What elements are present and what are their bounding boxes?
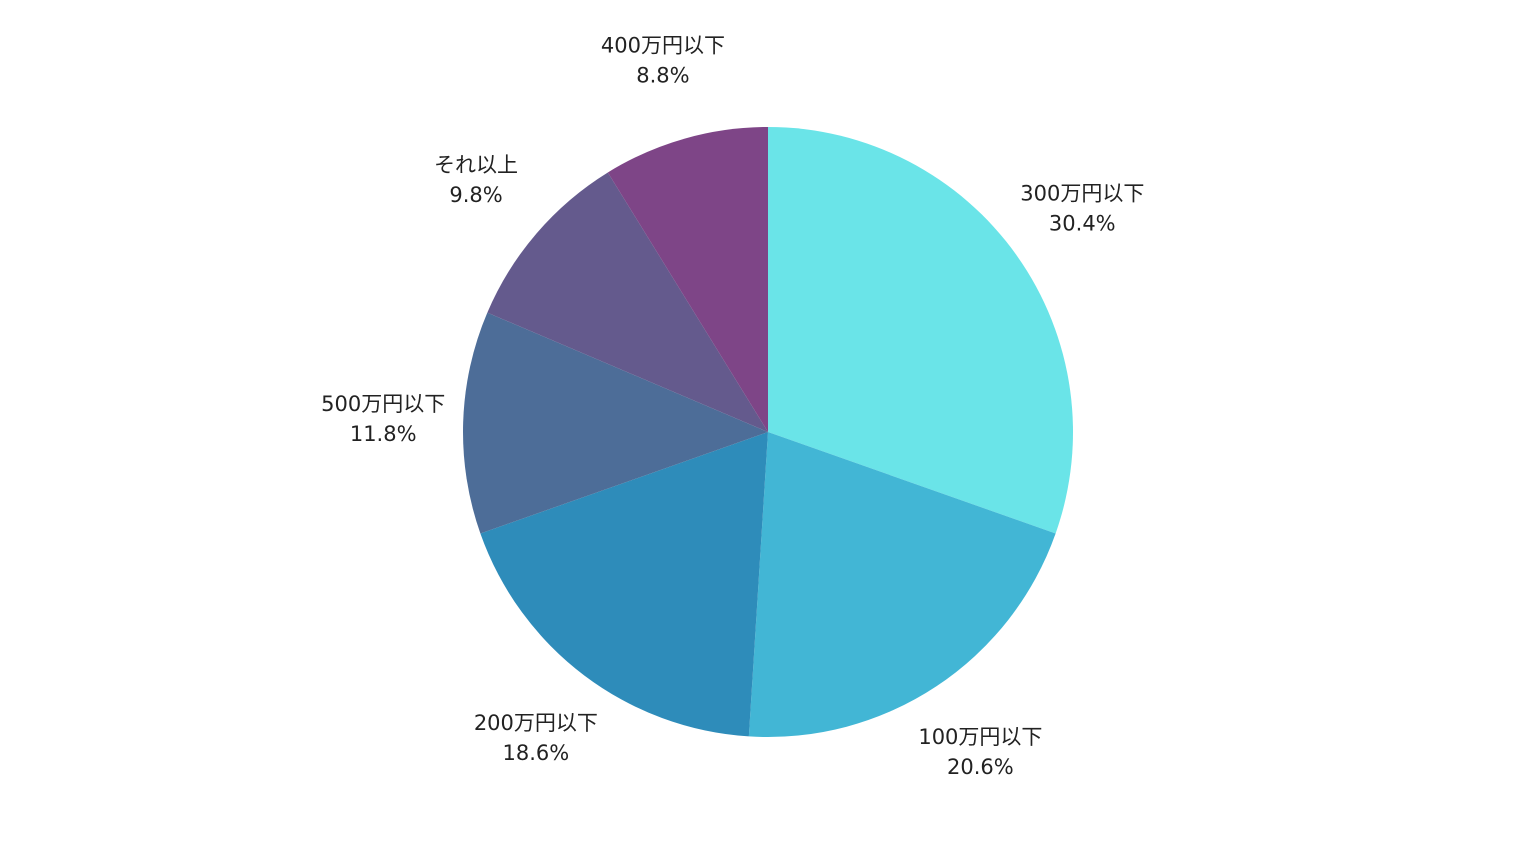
pie-slice — [768, 127, 1073, 534]
pie-slice — [487, 172, 768, 432]
slice-label: 400万円以下 — [601, 34, 725, 58]
slice-label: それ以上 — [434, 153, 518, 177]
slice-value-label: 20.6% — [947, 755, 1014, 779]
slice-value-label: 18.6% — [503, 741, 570, 765]
slice-value-label: 9.8% — [449, 183, 502, 207]
slice-value-label: 8.8% — [636, 64, 689, 88]
slice-label: 300万円以下 — [1020, 182, 1144, 206]
slice-label: 200万円以下 — [474, 711, 598, 735]
pie-slice — [607, 127, 768, 432]
pie-slice — [748, 432, 1056, 737]
slice-label: 100万円以下 — [918, 725, 1042, 749]
slice-value-label: 30.4% — [1049, 212, 1116, 236]
pie-slice — [462, 312, 768, 534]
pie-slice — [480, 432, 768, 737]
slice-value-label: 11.8% — [350, 422, 417, 446]
slice-label: 500万円以下 — [321, 392, 445, 416]
